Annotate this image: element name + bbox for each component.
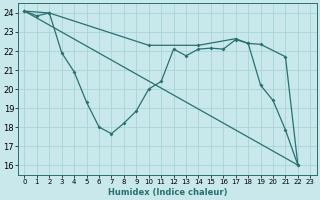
X-axis label: Humidex (Indice chaleur): Humidex (Indice chaleur) bbox=[108, 188, 227, 197]
